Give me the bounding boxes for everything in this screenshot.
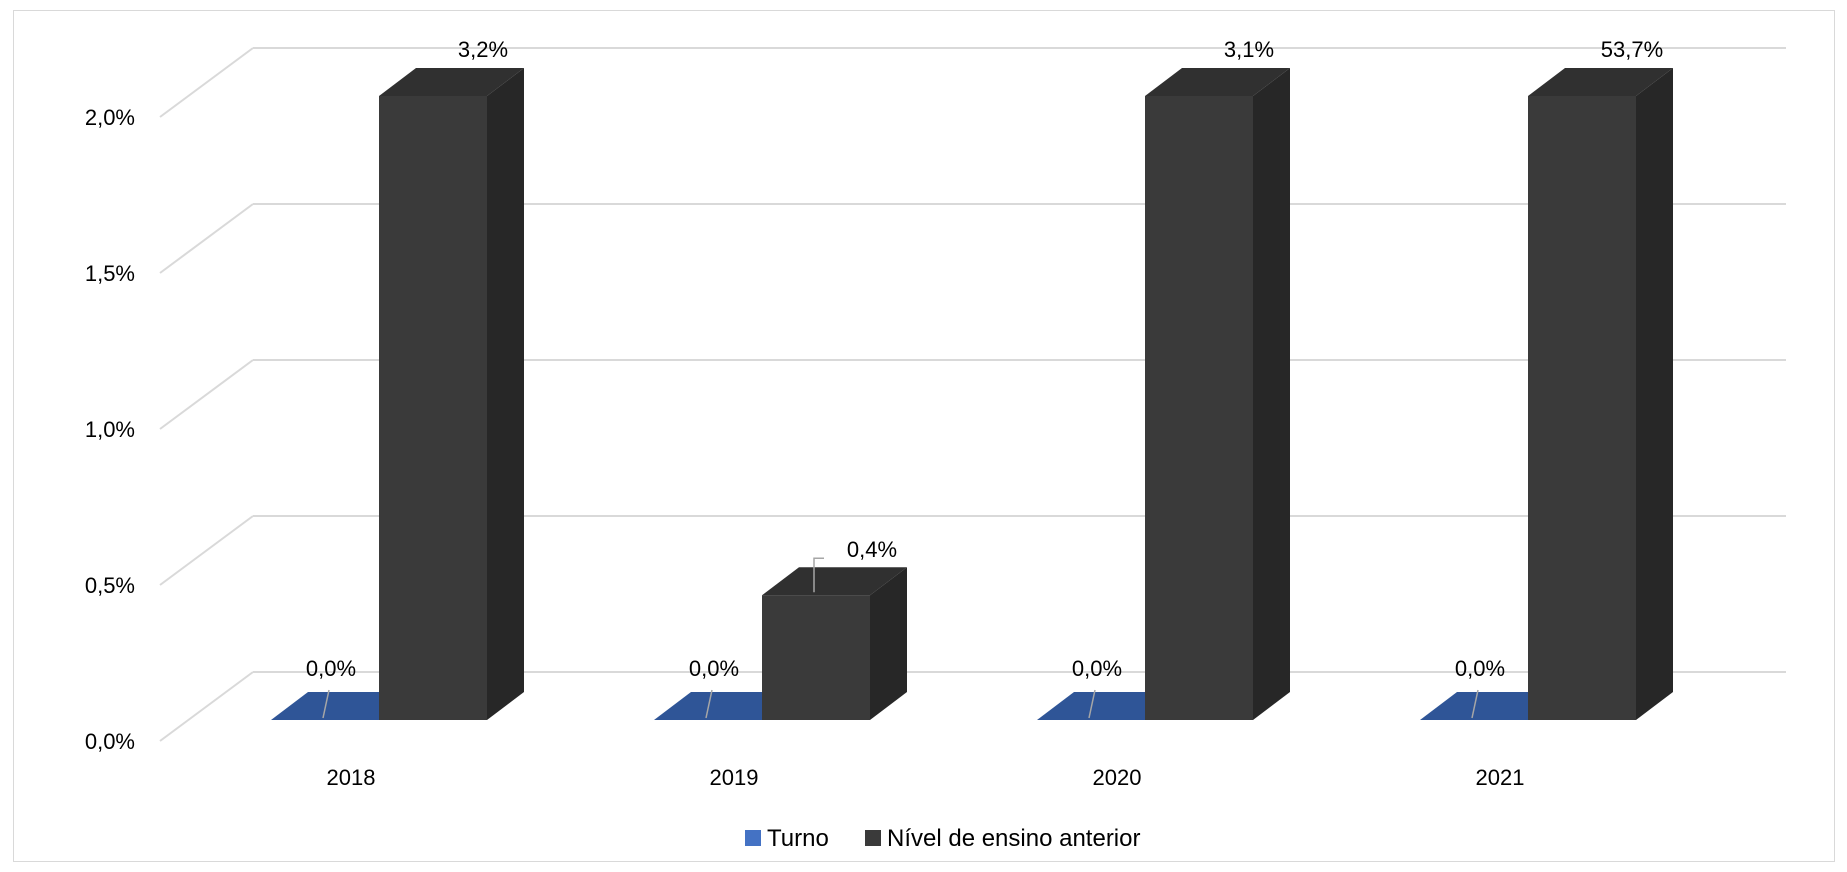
legend-label: Nível de ensino anterior — [887, 825, 1140, 852]
bar-side — [1636, 68, 1673, 720]
bar-nivel-2020 — [1145, 68, 1290, 720]
legend-swatch — [745, 830, 761, 846]
label-leader — [705, 689, 713, 719]
gridline-diagonal — [159, 515, 254, 586]
bar-nivel-2021 — [1528, 68, 1673, 720]
label-leader — [1471, 689, 1479, 719]
bar-side — [1253, 68, 1290, 720]
x-axis-categories: 2018 2019 2020 2021 — [327, 765, 1525, 790]
data-label: 3,1% — [1224, 37, 1274, 62]
bar-top — [1528, 68, 1673, 96]
bars — [271, 68, 1673, 720]
y-tick-label: 1,5% — [85, 261, 135, 286]
data-label: 53,7% — [1601, 37, 1663, 62]
y-tick-label: 0,5% — [85, 573, 135, 598]
gridline-diagonal — [159, 47, 254, 118]
y-axis-ticks: 0,0% 0,5% 1,0% 1,5% 2,0% — [85, 105, 135, 754]
data-label: 0,0% — [1455, 656, 1505, 681]
bar-front — [1528, 96, 1636, 720]
data-labels: 0,0% 3,2% 0,0% 0,4% 0,0% 3,1% 0,0% 53,7% — [306, 37, 1663, 719]
data-label: 0,0% — [306, 656, 356, 681]
legend-swatch — [865, 830, 881, 846]
bar-top — [762, 567, 907, 596]
data-label: 0,0% — [1072, 656, 1122, 681]
bar-top — [1145, 68, 1290, 96]
bar-nivel-2019 — [762, 567, 907, 720]
data-label: 0,0% — [689, 656, 739, 681]
x-tick-label: 2020 — [1093, 765, 1142, 790]
y-tick-label: 2,0% — [85, 105, 135, 130]
gridline-diagonal — [159, 671, 254, 742]
data-label: 0,4% — [847, 537, 897, 562]
gridline-diagonal — [159, 359, 254, 430]
x-tick-label: 2018 — [327, 765, 376, 790]
gridline-diagonal — [159, 203, 254, 274]
label-leader — [1088, 689, 1096, 719]
label-leader — [322, 689, 330, 719]
bar-side — [870, 567, 907, 720]
y-tick-label: 0,0% — [85, 729, 135, 754]
legend: Turno Nível de ensino anterior — [745, 825, 1140, 852]
bar-front — [1145, 96, 1253, 720]
bar-side — [487, 68, 524, 720]
x-tick-label: 2019 — [710, 765, 759, 790]
bar-front — [762, 595, 870, 720]
data-label: 3,2% — [458, 37, 508, 62]
y-tick-label: 1,0% — [85, 417, 135, 442]
x-tick-label: 2021 — [1476, 765, 1525, 790]
label-leader — [813, 557, 824, 593]
legend-label: Turno — [767, 825, 829, 852]
bar-front — [379, 96, 487, 720]
bar-nivel-2018 — [379, 68, 524, 720]
bar-top — [379, 68, 524, 96]
